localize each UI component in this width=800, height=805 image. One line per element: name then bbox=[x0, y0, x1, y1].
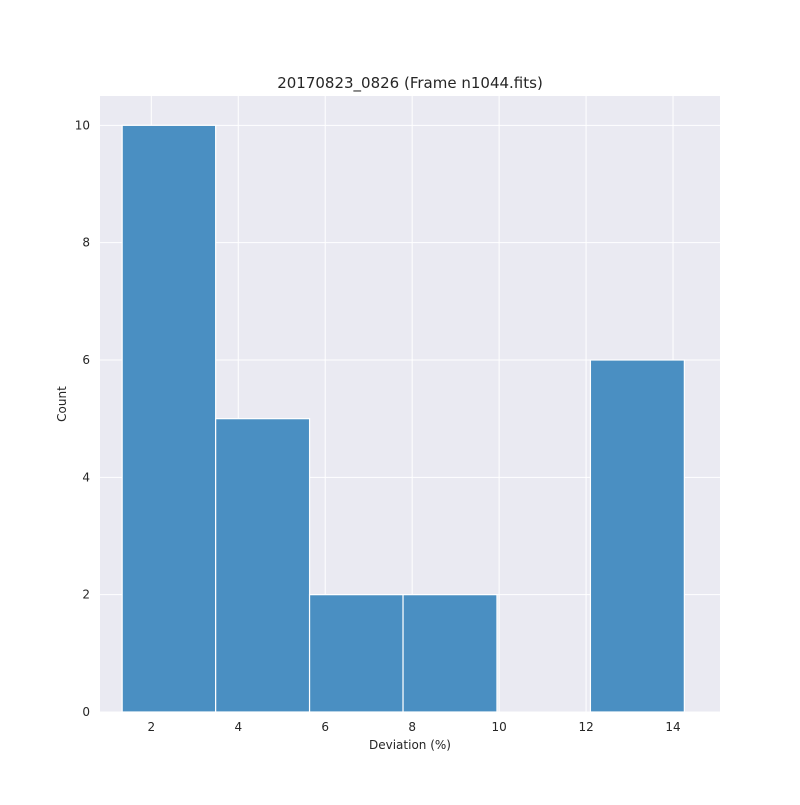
x-tick-label: 12 bbox=[578, 720, 593, 734]
y-axis-label: Count bbox=[55, 386, 69, 422]
y-tick-label: 0 bbox=[82, 705, 90, 719]
x-tick-label: 14 bbox=[665, 720, 680, 734]
y-tick-label: 2 bbox=[82, 588, 90, 602]
histogram-bar bbox=[308, 594, 404, 713]
bars bbox=[121, 124, 685, 713]
y-tick-label: 6 bbox=[82, 353, 90, 367]
y-tick-label: 8 bbox=[82, 236, 90, 250]
histogram-bar bbox=[215, 418, 311, 713]
x-axis-label: Deviation (%) bbox=[369, 738, 451, 752]
histogram-bar bbox=[589, 359, 685, 713]
x-tick-label: 4 bbox=[234, 720, 242, 734]
tick-labels: 2 4 6 8 10 12 14 0 2 4 6 8 10 bbox=[75, 118, 681, 734]
x-tick-label: 6 bbox=[321, 720, 329, 734]
x-tick-label: 2 bbox=[147, 720, 155, 734]
x-tick-label: 8 bbox=[408, 720, 416, 734]
histogram-bar bbox=[121, 124, 217, 713]
chart-title: 20170823_0826 (Frame n1044.fits) bbox=[277, 74, 543, 93]
histogram-bar bbox=[402, 594, 498, 713]
y-tick-label: 4 bbox=[82, 470, 90, 484]
x-tick-label: 10 bbox=[491, 720, 506, 734]
y-tick-label: 10 bbox=[75, 118, 90, 132]
